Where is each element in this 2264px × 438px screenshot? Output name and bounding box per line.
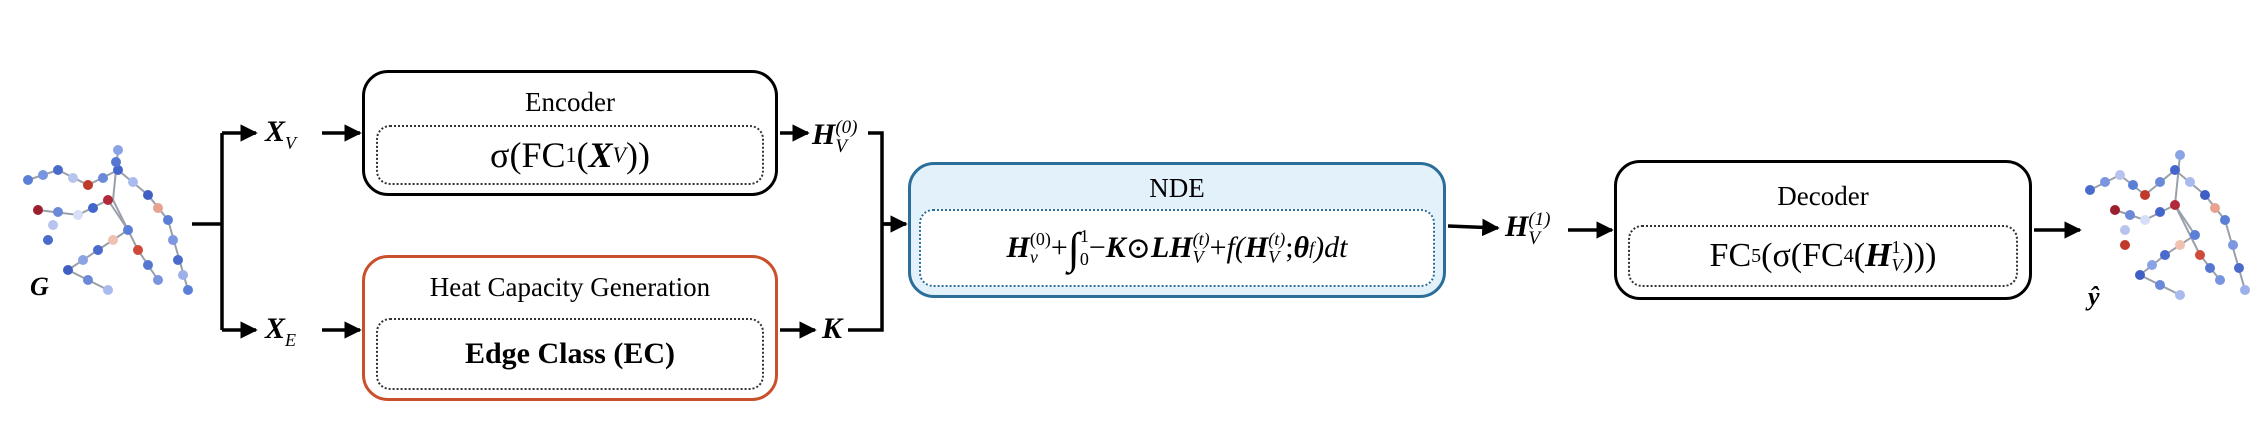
output-graph-nodes [2085,150,2250,300]
arrow-nde-h1 [1447,218,1500,237]
encoder-formula: σ(FC 1(X V)) [376,125,764,185]
heat-capacity-title: Heat Capacity Generation [429,272,711,302]
decoder-box: Decoder FC 5 (σ(FC 4(H 1 V))) [1614,160,2032,300]
decoder-formula: FC 5 (σ(FC 4(H 1 V))) [1628,225,2018,287]
nde-formula: H (0) v + ∫ 1 0− K ⊙ L H (t) V + f(H (t) V; θ f)dt [919,209,1435,287]
h1-label: H (1) V [1505,209,1551,250]
merge-line [848,131,906,332]
encoder-title: Encoder [525,87,615,117]
output-graph-image [2085,150,2250,300]
input-graph-image [23,145,193,295]
decoder-title: Decoder [1777,181,1869,211]
x-e-label: XE [265,312,297,350]
split-line [192,133,224,330]
heat-capacity-box: Heat Capacity Generation Edge Class (EC) [362,255,778,401]
nde-title: NDE [1149,173,1205,203]
heat-capacity-body: Edge Class (EC) [376,318,764,390]
encoder-box: Encoder σ(FC 1(X V)) [362,70,778,196]
x-v-label: XV [265,115,297,153]
output-graph-label: ŷ [2088,282,2100,311]
h0-label: H (0) V [812,117,858,158]
k-label: K [822,312,843,345]
graph-nodes [23,145,193,295]
input-graph-label: G [30,272,49,301]
